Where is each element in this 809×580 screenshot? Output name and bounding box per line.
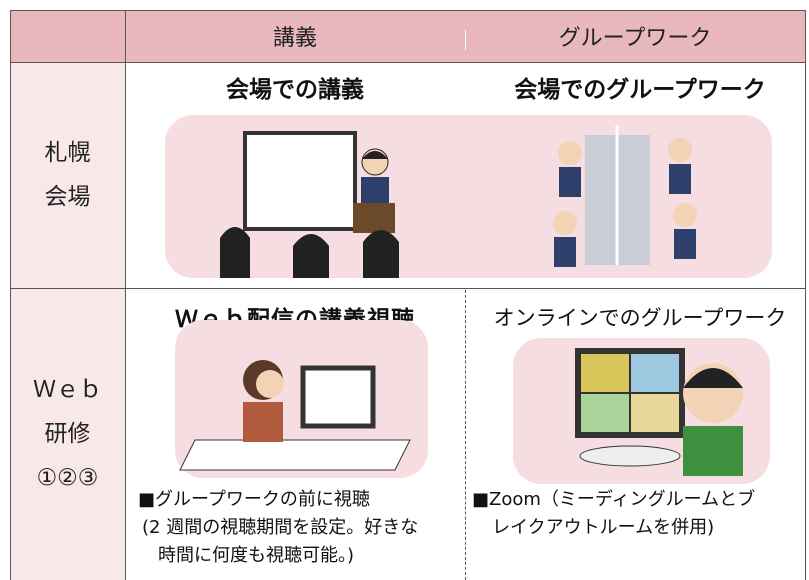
corner-cell — [10, 10, 125, 62]
note-line: レイクアウトルームを併用) — [492, 517, 715, 538]
row-header: 札幌 会場 — [10, 62, 125, 288]
border — [805, 10, 806, 580]
column-header: グループワーク — [465, 10, 805, 62]
illustration — [513, 338, 770, 484]
illustration — [165, 115, 772, 278]
illustration — [175, 320, 428, 478]
cell-title: 会場でのグループワーク — [514, 77, 766, 103]
illustration-art — [220, 125, 697, 278]
cell-title: 会場での講義 — [226, 77, 364, 103]
border — [10, 62, 806, 63]
divider — [465, 30, 466, 50]
illustration-art — [575, 348, 743, 476]
note-line: ■グループワークの前に視聴 — [138, 489, 370, 510]
row-header: Ｗｅｂ 研修 ①②③ — [10, 288, 125, 580]
note-line: (2 週間の視聴期間を設定。好きな — [142, 517, 419, 538]
divider — [465, 290, 466, 580]
border — [125, 10, 126, 580]
illustration-art — [179, 360, 411, 471]
border — [10, 10, 806, 11]
row-header-line: ①②③ — [36, 465, 99, 491]
row-header-line: 会場 — [44, 184, 91, 210]
row-header-line: Ｗｅｂ — [33, 377, 102, 403]
row-header-line: 研修 — [44, 421, 91, 447]
column-header: 講義 — [125, 10, 465, 62]
row-header-line: 札幌 — [44, 140, 91, 166]
border — [10, 288, 806, 289]
note-line: 時間に何度も視聴可能。) — [158, 545, 355, 566]
border — [10, 10, 11, 580]
cell-title: オンラインでのグループワーク — [493, 306, 787, 330]
note-line: ■Zoom（ミーディングルームとブ — [472, 489, 756, 510]
